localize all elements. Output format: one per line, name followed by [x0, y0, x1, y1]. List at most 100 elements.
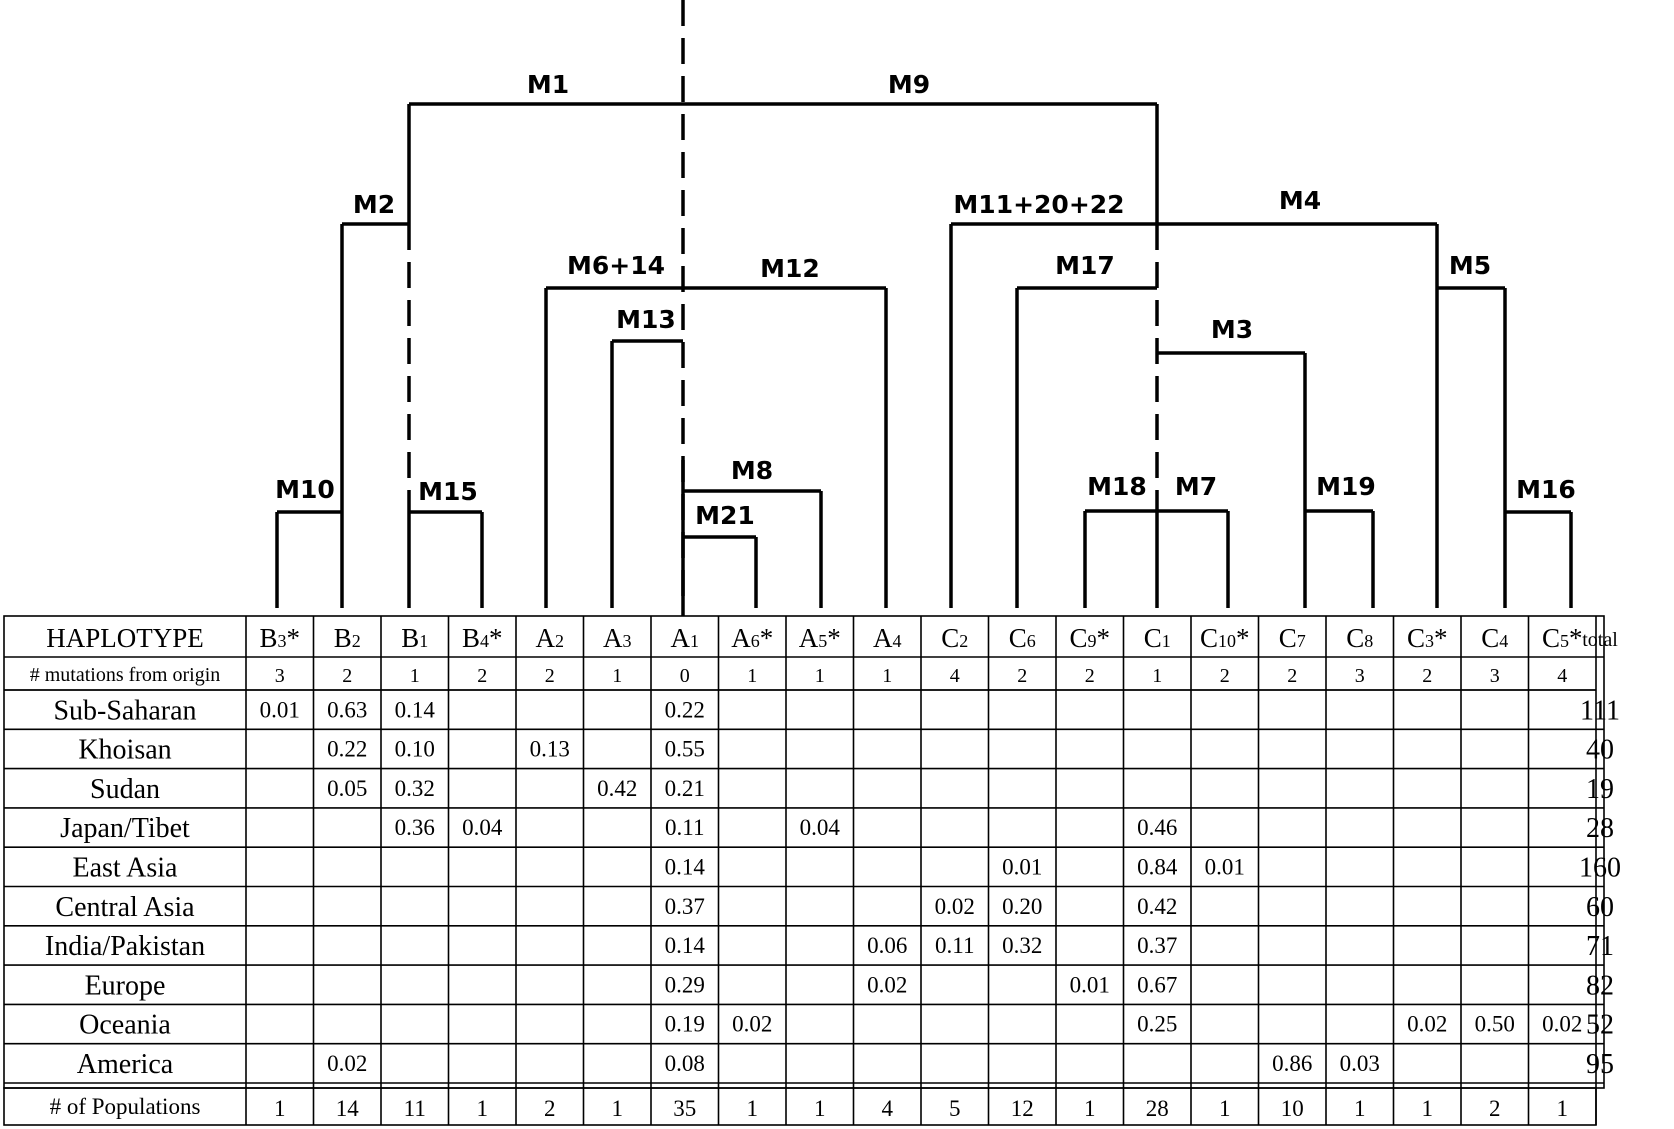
mutation-count-cell: 1 [612, 665, 622, 687]
label-m9: M9 [888, 70, 930, 99]
frequency-cell: 0.02 [935, 894, 975, 919]
frequency-cell: 0.10 [395, 737, 435, 762]
mutation-count-cell: 3 [1355, 665, 1365, 687]
label-m3: M3 [1211, 315, 1253, 344]
mutation-count-cell: 3 [275, 665, 285, 687]
haplotype-table [3, 615, 1605, 1126]
frequency-cell: 0.37 [1137, 933, 1177, 958]
label-m2: M2 [353, 190, 395, 219]
population-total: 19 [1586, 774, 1614, 805]
mutation-count-cell: 3 [1490, 665, 1500, 687]
population-name: Central Asia [55, 892, 195, 923]
population-name: India/Pakistan [45, 931, 205, 962]
populations-count-cell: 1 [1219, 1096, 1231, 1121]
mutation-count-cell: 2 [545, 665, 555, 687]
haplotype-header-C5: C5* [1542, 623, 1583, 653]
frequency-cell: 0.55 [665, 737, 705, 762]
phylogenetic-tree: M1 M9 M2 M11+20+22 M4 M6+14 M12 M17 M5 M… [275, 0, 1576, 616]
population-name: Sudan [90, 774, 160, 805]
total-header-label: total [1582, 629, 1618, 651]
populations-count-cell: 1 [1354, 1096, 1366, 1121]
population-name: Japan/Tibet [60, 813, 190, 844]
mutation-count-cell: 4 [1557, 665, 1567, 687]
population-total: 160 [1579, 853, 1621, 884]
frequency-cell: 0.03 [1340, 1051, 1380, 1076]
populations-count-cell: 14 [336, 1096, 360, 1121]
haplotype-header-A3: A3 [603, 623, 632, 653]
label-m15: M15 [418, 477, 478, 506]
haplotype-header-C4: C4 [1481, 623, 1508, 653]
populations-count-cell: 1 [814, 1096, 826, 1121]
mutation-count-cell: 2 [1085, 665, 1095, 687]
populations-count-cell: 4 [882, 1096, 894, 1121]
population-name: East Asia [73, 853, 179, 884]
mutation-count-cell: 2 [342, 665, 352, 687]
label-m5: M5 [1449, 251, 1491, 280]
mutation-count-cell: 2 [1017, 665, 1027, 687]
populations-row-label: # of Populations [50, 1094, 201, 1119]
haplotype-header-A6: A6* [731, 623, 773, 653]
population-name: Europe [85, 970, 166, 1001]
frequency-cell: 0.20 [1002, 894, 1042, 919]
population-total: 28 [1586, 813, 1614, 844]
populations-count-cell: 1 [1084, 1096, 1096, 1121]
haplotype-header-C1: C1 [1144, 623, 1171, 653]
frequency-cell: 0.01 [260, 697, 300, 722]
population-name: Oceania [79, 1010, 171, 1041]
frequency-cell: 0.02 [1407, 1012, 1447, 1037]
frequency-cell: 0.37 [665, 894, 705, 919]
label-m6-14: M6+14 [567, 251, 665, 280]
frequency-cell: 0.84 [1137, 855, 1178, 880]
populations-count-cell: 35 [673, 1096, 696, 1121]
label-m8: M8 [731, 456, 773, 485]
frequency-cell: 0.14 [665, 933, 706, 958]
populations-count-cell: 12 [1011, 1096, 1034, 1121]
frequency-cell: 0.06 [867, 933, 907, 958]
haplotype-header-C10: C10* [1200, 623, 1250, 653]
haplotype-header-B4: B4* [462, 623, 503, 653]
population-name: Sub-Saharan [53, 695, 196, 726]
frequency-cell: 0.22 [665, 697, 705, 722]
haplotype-table-cells: HAPLOTYPE B3* B2 B1 B4* A2 A3 A1 A6* A5* A4 C2 C6 C9*… [30, 623, 1621, 1121]
frequency-cell: 0.11 [935, 933, 974, 958]
mutation-count-cell: 2 [1287, 665, 1297, 687]
population-total: 71 [1586, 931, 1614, 962]
frequency-cell: 0.22 [327, 737, 367, 762]
frequency-cell: 0.04 [462, 815, 503, 840]
mutation-count-cell: 1 [747, 665, 757, 687]
mutation-count-cell: 1 [882, 665, 892, 687]
frequency-cell: 0.01 [1205, 855, 1245, 880]
frequency-cell: 0.02 [732, 1012, 772, 1037]
frequency-cell: 0.02 [1542, 1012, 1582, 1037]
population-name: Khoisan [78, 735, 171, 766]
frequency-cell: 0.04 [800, 815, 841, 840]
frequency-cell: 0.25 [1137, 1012, 1177, 1037]
label-m18: M18 [1087, 472, 1147, 501]
label-m17: M17 [1055, 251, 1115, 280]
populations-count-cell: 2 [1489, 1096, 1501, 1121]
populations-count-cell: 1 [612, 1096, 624, 1121]
frequency-cell: 0.14 [395, 697, 436, 722]
haplotype-header-B1: B1 [401, 623, 428, 653]
label-m19: M19 [1316, 472, 1376, 501]
mutation-count-cell: 2 [477, 665, 487, 687]
frequency-cell: 0.50 [1475, 1012, 1515, 1037]
haplotype-header-C2: C2 [941, 623, 968, 653]
populations-count-cell: 11 [404, 1096, 426, 1121]
population-name: America [77, 1049, 174, 1080]
label-m1: M1 [527, 70, 569, 99]
populations-count-cell: 2 [544, 1096, 556, 1121]
mutation-count-cell: 0 [680, 665, 690, 687]
frequency-cell: 0.32 [395, 776, 435, 801]
population-total: 60 [1586, 892, 1614, 923]
haplotype-header-label: HAPLOTYPE [46, 623, 204, 653]
haplotype-header-A5: A5* [799, 623, 841, 653]
label-m16: M16 [1516, 475, 1576, 504]
frequency-cell: 0.02 [867, 972, 907, 997]
frequency-cell: 0.08 [665, 1051, 705, 1076]
populations-count-cell: 1 [1557, 1096, 1569, 1121]
haplotype-header-A2: A2 [536, 623, 565, 653]
label-m13: M13 [616, 305, 676, 334]
populations-count-cell: 1 [747, 1096, 759, 1121]
frequency-cell: 0.01 [1070, 972, 1110, 997]
